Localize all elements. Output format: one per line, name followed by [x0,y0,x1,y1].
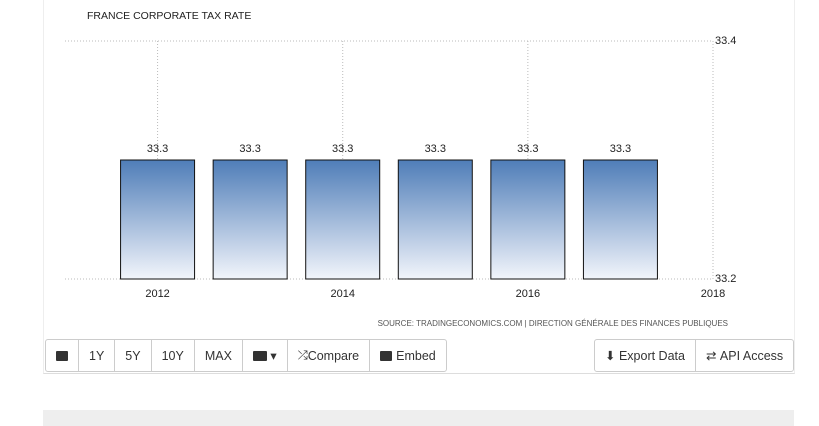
x-tick-label: 2018 [701,288,725,300]
data-label: 33.3 [425,143,446,155]
range-button[interactable]: 5Y [115,340,152,371]
y-tick-label: 33.4 [715,35,736,47]
compare-icon: ⤮ [297,348,308,362]
data-toolbar: ⬇ Export Data ⇄ API Access [594,339,795,372]
bar [305,159,381,280]
panel [43,0,795,374]
data-label: 33.3 [517,143,538,155]
y-tick-label: 33.2 [715,273,736,285]
range-button[interactable]: MAX [195,340,243,371]
data-label: 33.3 [332,143,353,155]
source: SOURCE: TRADINGECONOMICS.COM | DIRECTION… [378,319,728,328]
chart-title: FRANCE CORPORATE TAX RATE [87,10,251,22]
export-icon: ⬇ [605,349,619,363]
bar [397,159,473,280]
chart-type-button[interactable]: ▾ [243,340,288,371]
range-button[interactable]: 1Y [79,340,116,371]
api-label: API Access [719,348,784,363]
range-toolbar: 1Y 5Y 10Y MAX ▾ ⤮ Compare Embed [45,339,447,372]
data-label: 33.3 [239,143,260,155]
x-tick-label: 2014 [330,288,354,300]
table-header-strip [43,410,794,426]
data-label: 33.3 [147,143,168,155]
compare-button[interactable]: ⤮ Compare [288,340,371,371]
bar [582,159,658,280]
export-button[interactable]: ⬇ Export Data [595,340,696,371]
range-button[interactable]: 10Y [152,340,195,371]
x-tick-label: 2012 [145,288,169,300]
chart: FRANCE CORPORATE TAX RATE SOURCE: TRADIN… [65,10,736,328]
calendar-button[interactable] [46,340,79,371]
api-icon: ⇄ [705,349,720,363]
export-label: Export Data [618,348,685,363]
embed-label: Embed [396,348,436,363]
bar [120,159,196,280]
x-tick-label: 2016 [516,288,540,300]
api-button[interactable]: ⇄ API Access [696,340,793,371]
bar [490,159,566,280]
data-label: 33.3 [610,143,631,155]
embed-button[interactable]: Embed [370,340,446,371]
compare-label: Compare [307,348,360,363]
bar [212,159,288,280]
